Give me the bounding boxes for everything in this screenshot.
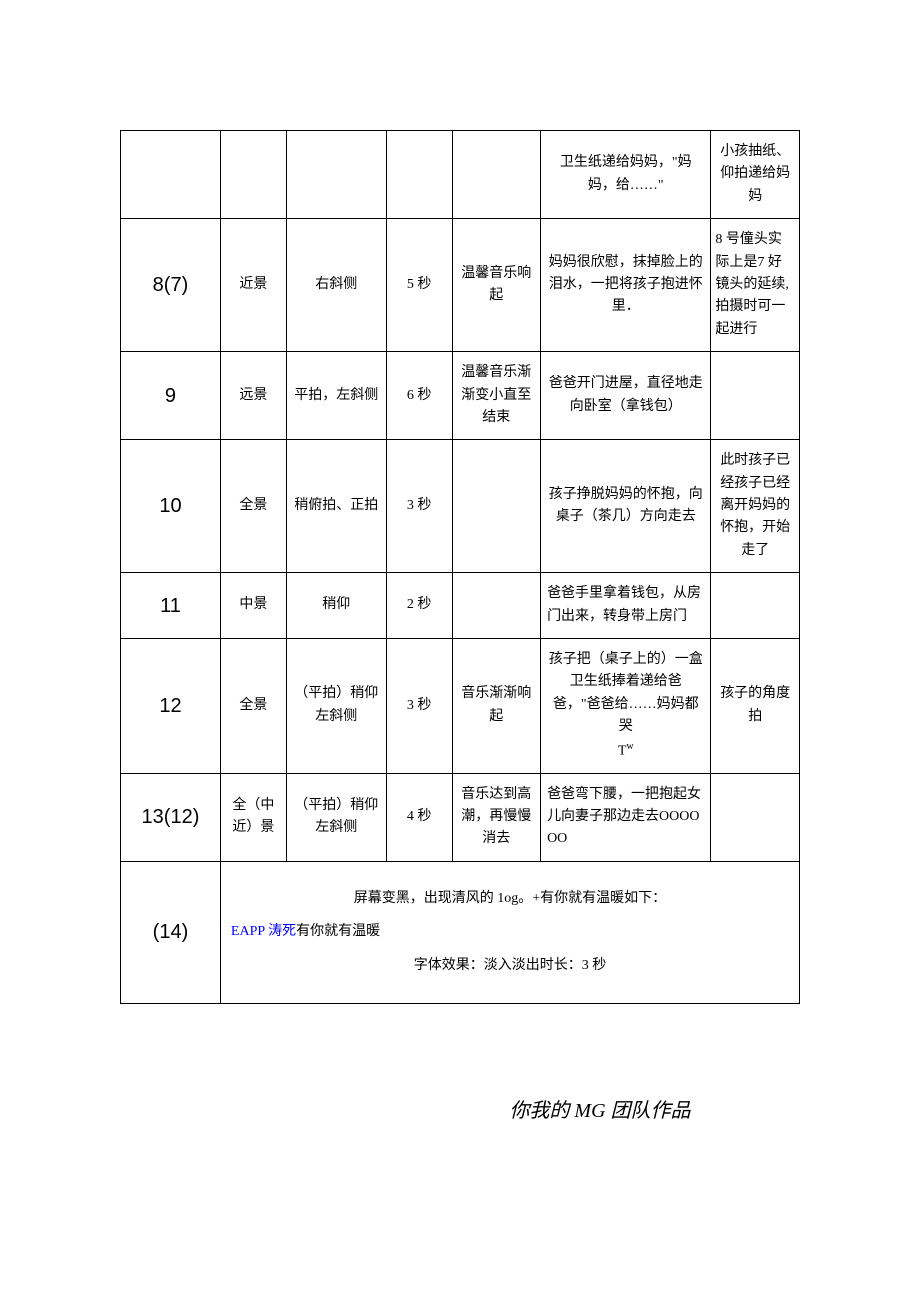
cell-duration: 4 秒 [386, 773, 452, 861]
cell-scene-type: 全（中近）景 [220, 773, 286, 861]
cell-description: 爸爸弯下腰，一把抱起女儿向妻子那边走去OOOOOO [541, 773, 711, 861]
cell-duration: 5 秒 [386, 219, 452, 352]
table-row: 10 全景 稍俯拍、正拍 3 秒 孩子挣脱妈妈的怀抱，向桌子（茶几）方向走去 此… [121, 440, 800, 573]
cell-shot-number [121, 131, 221, 219]
cell-scene-type: 全景 [220, 639, 286, 774]
desc-sup: w [626, 741, 633, 752]
cell-shot-number: 11 [121, 573, 221, 639]
cell-description: 爸爸手里拿着钱包，从房门出来，转身带上房门 [541, 573, 711, 639]
cell-duration [386, 131, 452, 219]
cell-duration: 6 秒 [386, 352, 452, 440]
cell-angle: 稍仰 [286, 573, 386, 639]
cell-scene-type: 全景 [220, 440, 286, 573]
cell-audio [452, 131, 541, 219]
cell-notes: 小孩抽纸、仰拍递给妈妈 [711, 131, 800, 219]
final-line2: EAPP 涛死有你就有温暖 [231, 915, 789, 949]
final-line2-blue: EAPP 涛死 [231, 924, 296, 939]
cell-shot-number: 13(12) [121, 773, 221, 861]
table-row: (14) 屏幕变黑，出现清风的 1og。+有你就有温暖如下： EAPP 涛死有你… [121, 861, 800, 1003]
cell-notes [711, 773, 800, 861]
cell-notes: 此时孩子已经孩子已经离开妈妈的怀抱，开始走了 [711, 440, 800, 573]
cell-shot-number: 9 [121, 352, 221, 440]
cell-description: 孩子把（桌子上的）一盒卫生纸捧着递给爸爸，"爸爸给……妈妈都哭 Tw [541, 639, 711, 774]
cell-scene-type: 中景 [220, 573, 286, 639]
cell-angle: 平拍，左斜侧 [286, 352, 386, 440]
cell-duration: 2 秒 [386, 573, 452, 639]
cell-shot-number: 8(7) [121, 219, 221, 352]
cell-angle: 右斜侧 [286, 219, 386, 352]
cell-scene-type: 远景 [220, 352, 286, 440]
storyboard-table: 卫生纸递给妈妈，"妈妈，给……" 小孩抽纸、仰拍递给妈妈 8(7) 近景 右斜侧… [120, 130, 800, 1004]
final-line3: 字体效果：淡入淡出时长：3 秒 [231, 949, 789, 983]
table-row: 卫生纸递给妈妈，"妈妈，给……" 小孩抽纸、仰拍递给妈妈 [121, 131, 800, 219]
cell-duration: 3 秒 [386, 639, 452, 774]
table-row: 9 远景 平拍，左斜侧 6 秒 温馨音乐渐渐变小直至结束 爸爸开门进屋，直径地走… [121, 352, 800, 440]
final-line1: 屏幕变黑，出现清风的 1og。+有你就有温暖如下： [231, 882, 789, 916]
cell-audio [452, 440, 541, 573]
cell-audio: 温馨音乐响起 [452, 219, 541, 352]
cell-final-merged: 屏幕变黑，出现清风的 1og。+有你就有温暖如下： EAPP 涛死有你就有温暖 … [220, 861, 799, 1003]
cell-description: 卫生纸递给妈妈，"妈妈，给……" [541, 131, 711, 219]
footer-credit: 你我的 MG 团队作品 [120, 1094, 800, 1123]
table-row: 8(7) 近景 右斜侧 5 秒 温馨音乐响起 妈妈很欣慰，抹掉脸上的泪水，一把将… [121, 219, 800, 352]
cell-shot-number: 10 [121, 440, 221, 573]
cell-shot-number: 12 [121, 639, 221, 774]
table-row: 13(12) 全（中近）景 （平拍）稍仰左斜侧 4 秒 音乐达到高潮，再慢慢消去… [121, 773, 800, 861]
cell-angle: （平拍）稍仰左斜侧 [286, 639, 386, 774]
cell-angle: 稍俯拍、正拍 [286, 440, 386, 573]
cell-audio: 音乐渐渐响起 [452, 639, 541, 774]
cell-angle [286, 131, 386, 219]
cell-description: 妈妈很欣慰，抹掉脸上的泪水，一把将孩子抱进怀里． [541, 219, 711, 352]
cell-angle: （平拍）稍仰左斜侧 [286, 773, 386, 861]
cell-scene-type: 近景 [220, 219, 286, 352]
cell-description: 孩子挣脱妈妈的怀抱，向桌子（茶几）方向走去 [541, 440, 711, 573]
storyboard-tbody: 卫生纸递给妈妈，"妈妈，给……" 小孩抽纸、仰拍递给妈妈 8(7) 近景 右斜侧… [121, 131, 800, 1004]
desc-text: 孩子把（桌子上的）一盒卫生纸捧着递给爸爸，"爸爸给……妈妈都哭 [549, 652, 703, 734]
table-row: 12 全景 （平拍）稍仰左斜侧 3 秒 音乐渐渐响起 孩子把（桌子上的）一盒卫生… [121, 639, 800, 774]
cell-description: 爸爸开门进屋，直径地走向卧室（拿钱包） [541, 352, 711, 440]
cell-notes: 8 号僮头实际上是7 好镜头的延续,拍摄时可一起进行 [711, 219, 800, 352]
table-row: 11 中景 稍仰 2 秒 爸爸手里拿着钱包，从房门出来，转身带上房门 [121, 573, 800, 639]
cell-notes [711, 573, 800, 639]
cell-audio: 温馨音乐渐渐变小直至结束 [452, 352, 541, 440]
cell-scene-type [220, 131, 286, 219]
cell-duration: 3 秒 [386, 440, 452, 573]
cell-shot-number: (14) [121, 861, 221, 1003]
final-line2-rest: 有你就有温暖 [296, 924, 380, 939]
cell-notes: 孩子的角度拍 [711, 639, 800, 774]
cell-notes [711, 352, 800, 440]
cell-audio: 音乐达到高潮，再慢慢消去 [452, 773, 541, 861]
cell-audio [452, 573, 541, 639]
